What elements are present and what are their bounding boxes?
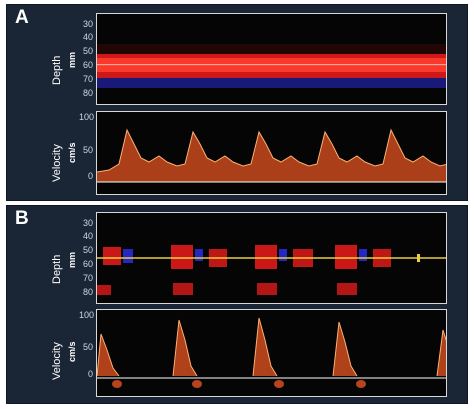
- depth-tick: 50: [82, 46, 93, 56]
- velocity-tick: 50: [82, 342, 93, 352]
- depth-axis-label-b: Depth: [51, 254, 63, 284]
- depth-tick: 50: [82, 245, 93, 255]
- velocity-tick: 0: [87, 369, 93, 379]
- depth-tick: 30: [82, 218, 93, 228]
- depth-unit-label-b: mm: [67, 251, 77, 268]
- depth-axis-label-a: Depth: [51, 55, 63, 85]
- m-mode-image-b: [97, 213, 446, 303]
- velocity-axis-label-a: Velocity: [51, 144, 63, 182]
- doppler-spectrum-a: [97, 112, 446, 194]
- doppler-spectrum-b: [97, 310, 446, 396]
- depth-tick: 70: [82, 74, 93, 84]
- depth-tick: 40: [82, 32, 93, 42]
- depth-tick: 80: [82, 88, 93, 98]
- depth-tick: 60: [82, 60, 93, 70]
- panel-b: B Depth mm 30 40 50 60 70 80: [6, 205, 468, 404]
- velocity-tick: 100: [79, 112, 95, 122]
- panel-label-b: B: [15, 208, 29, 229]
- depth-tick: 60: [82, 259, 93, 269]
- doppler-spectrum-plot-b: [96, 309, 447, 397]
- m-mode-image-a: [97, 14, 446, 104]
- velocity-axis-label-b: Velocity: [51, 342, 63, 380]
- doppler-spectrum-plot-a: [96, 111, 447, 195]
- m-mode-plot-b: [96, 212, 447, 304]
- velocity-tick: 0: [87, 171, 93, 181]
- depth-tick: 70: [82, 273, 93, 283]
- depth-tick: 80: [82, 287, 93, 297]
- depth-tick: 40: [82, 231, 93, 241]
- depth-tick: 30: [82, 19, 93, 29]
- depth-unit-label-a: mm: [67, 51, 77, 68]
- panel-label-a: A: [15, 7, 29, 28]
- velocity-tick: 50: [82, 145, 93, 155]
- velocity-unit-label-a: cm/s: [67, 142, 77, 163]
- velocity-tick: 100: [79, 310, 95, 320]
- velocity-unit-label-b: cm/s: [67, 341, 77, 362]
- panel-a: A Depth mm 30 40 50 60 70 80 Velocity cm…: [6, 4, 468, 201]
- m-mode-plot-a: [96, 13, 447, 105]
